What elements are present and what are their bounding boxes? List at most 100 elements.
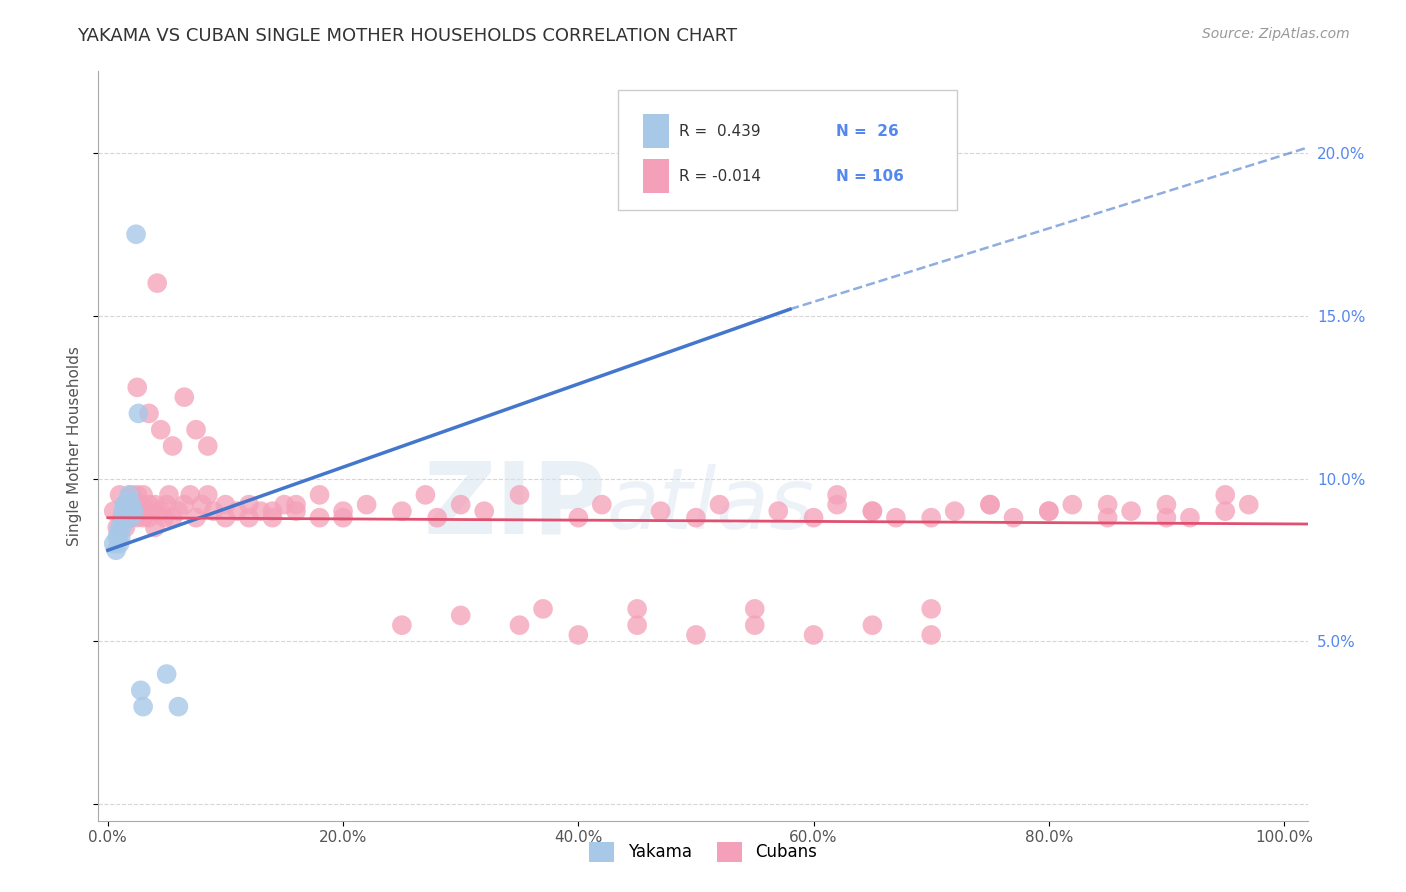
Point <box>103 537 125 551</box>
Point <box>709 498 731 512</box>
Point <box>197 488 219 502</box>
Point <box>108 488 131 502</box>
Point <box>238 510 260 524</box>
Point <box>1156 510 1178 524</box>
Point <box>105 543 128 558</box>
Point <box>626 602 648 616</box>
Point <box>979 498 1001 512</box>
Point <box>112 510 135 524</box>
Point <box>285 498 308 512</box>
Point <box>114 498 136 512</box>
Point <box>120 510 142 524</box>
Point <box>744 618 766 632</box>
Point <box>120 504 142 518</box>
Point <box>127 488 149 502</box>
Point <box>356 498 378 512</box>
Point <box>426 510 449 524</box>
Point <box>114 510 136 524</box>
Point <box>127 510 149 524</box>
Point <box>191 498 214 512</box>
Text: YAKAMA VS CUBAN SINGLE MOTHER HOUSEHOLDS CORRELATION CHART: YAKAMA VS CUBAN SINGLE MOTHER HOUSEHOLDS… <box>77 27 738 45</box>
Point <box>920 510 942 524</box>
Point <box>132 510 155 524</box>
Point <box>567 628 589 642</box>
Point <box>112 504 135 518</box>
Point <box>943 504 966 518</box>
Point <box>1002 510 1025 524</box>
Point <box>162 510 184 524</box>
Point <box>120 488 142 502</box>
Point <box>179 488 201 502</box>
Point <box>108 537 131 551</box>
Point <box>110 530 132 544</box>
Point <box>120 498 142 512</box>
Point <box>285 504 308 518</box>
Point <box>450 608 472 623</box>
Text: Source: ZipAtlas.com: Source: ZipAtlas.com <box>1202 27 1350 41</box>
Point <box>567 510 589 524</box>
Point <box>744 602 766 616</box>
Point <box>450 498 472 512</box>
Point <box>134 504 156 518</box>
Point <box>120 510 142 524</box>
Point <box>1121 504 1143 518</box>
Point <box>167 699 190 714</box>
Point <box>105 530 128 544</box>
Point <box>472 504 495 518</box>
Point <box>138 406 160 420</box>
Bar <box>643 160 669 193</box>
Point <box>415 488 437 502</box>
Point <box>591 498 613 512</box>
Point <box>138 498 160 512</box>
Point <box>920 628 942 642</box>
Text: N = 106: N = 106 <box>837 169 904 184</box>
Point <box>118 504 141 518</box>
Point <box>979 498 1001 512</box>
Point <box>308 488 330 502</box>
Point <box>685 628 707 642</box>
Point <box>803 510 825 524</box>
Point <box>860 504 883 518</box>
Point <box>1097 498 1119 512</box>
Point <box>162 439 184 453</box>
Point <box>105 520 128 534</box>
Point <box>825 498 848 512</box>
Text: ZIP: ZIP <box>423 458 606 555</box>
Point <box>125 227 148 242</box>
Point <box>214 498 236 512</box>
Point <box>214 510 236 524</box>
Point <box>197 439 219 453</box>
Point <box>1213 504 1236 518</box>
Point <box>156 667 179 681</box>
Point <box>115 504 138 518</box>
Point <box>114 498 136 512</box>
Point <box>508 618 530 632</box>
Point <box>111 510 134 524</box>
Point <box>650 504 672 518</box>
Point <box>129 683 152 698</box>
Point <box>332 510 354 524</box>
Point <box>117 494 139 508</box>
Point <box>884 510 907 524</box>
Point <box>531 602 554 616</box>
Point <box>127 406 149 420</box>
Point <box>156 498 179 512</box>
Point <box>825 488 848 502</box>
Text: R =  0.439: R = 0.439 <box>679 124 761 139</box>
Point <box>391 504 413 518</box>
Bar <box>643 114 669 148</box>
Point <box>184 423 207 437</box>
Point <box>920 602 942 616</box>
Point <box>167 504 190 518</box>
Point <box>111 520 134 534</box>
Text: R = -0.014: R = -0.014 <box>679 169 761 184</box>
Point <box>143 520 166 534</box>
Point <box>803 628 825 642</box>
Point <box>1062 498 1084 512</box>
Point <box>173 498 195 512</box>
Point <box>273 498 295 512</box>
Point <box>262 510 284 524</box>
Point <box>103 504 125 518</box>
Point <box>132 488 155 502</box>
Point <box>391 618 413 632</box>
